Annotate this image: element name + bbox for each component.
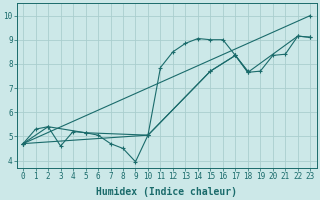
X-axis label: Humidex (Indice chaleur): Humidex (Indice chaleur) [96, 186, 237, 197]
